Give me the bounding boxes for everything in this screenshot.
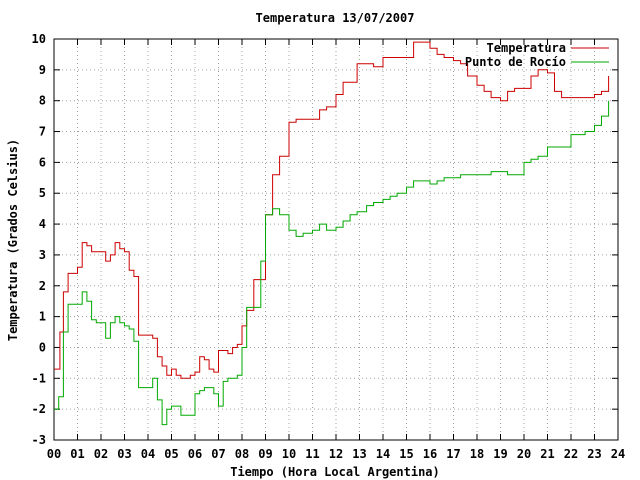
- x-tick-label: 17: [446, 447, 460, 461]
- x-tick-label: 15: [399, 447, 413, 461]
- y-tick-label: -1: [32, 371, 46, 385]
- x-tick-label: 20: [517, 447, 531, 461]
- y-tick-label: -2: [32, 402, 46, 416]
- x-tick-label: 24: [611, 447, 625, 461]
- chart-title: Temperatura 13/07/2007: [256, 11, 415, 25]
- y-tick-label: 1: [39, 310, 46, 324]
- y-tick-label: 0: [39, 340, 46, 354]
- y-tick-label: 10: [32, 32, 46, 46]
- x-tick-label: 05: [164, 447, 178, 461]
- series-layer: [54, 41, 610, 426]
- y-tick-label: 6: [39, 155, 46, 169]
- y-tick-label: 3: [39, 248, 46, 262]
- x-tick-label: 21: [540, 447, 554, 461]
- y-tick-label: 9: [39, 63, 46, 77]
- series-line-punto-de-rocio: [54, 100, 610, 426]
- x-tick-label: 22: [564, 447, 578, 461]
- x-tick-label: 19: [493, 447, 507, 461]
- y-tick-label: 7: [39, 125, 46, 139]
- x-axis-label: Tiempo (Hora Local Argentina): [230, 465, 440, 479]
- x-tick-label: 23: [587, 447, 601, 461]
- series-line-temperatura: [54, 41, 610, 379]
- x-tick-label: 02: [94, 447, 108, 461]
- x-tick-label: 13: [352, 447, 366, 461]
- x-tick-label: 11: [305, 447, 319, 461]
- x-tick-label: 07: [211, 447, 225, 461]
- x-tick-label: 10: [282, 447, 296, 461]
- y-tick-label: 8: [39, 94, 46, 108]
- x-tick-label: 18: [470, 447, 484, 461]
- y-tick-label: 5: [39, 186, 46, 200]
- legend-label-punto-de-rocio: Punto de Rocío: [465, 55, 566, 69]
- legend: Temperatura Punto de Rocío: [465, 41, 609, 69]
- y-tick-label: 4: [39, 217, 46, 231]
- x-tick-label: 01: [70, 447, 84, 461]
- legend-label-temperatura: Temperatura: [487, 41, 566, 55]
- x-tick-label: 12: [329, 447, 343, 461]
- x-tick-label: 04: [141, 447, 155, 461]
- x-tick-label: 06: [188, 447, 202, 461]
- x-tick-label: 09: [258, 447, 272, 461]
- x-tick-label: 08: [235, 447, 249, 461]
- y-axis-label: Temperatura (Grados Celsius): [6, 139, 20, 341]
- x-tick-label: 03: [117, 447, 131, 461]
- x-tick-label: 14: [376, 447, 390, 461]
- grid: [54, 39, 618, 440]
- y-tick-label: 2: [39, 279, 46, 293]
- x-tick-label: 16: [423, 447, 437, 461]
- y-tick-label: -3: [32, 433, 46, 447]
- x-tick-label: 00: [47, 447, 61, 461]
